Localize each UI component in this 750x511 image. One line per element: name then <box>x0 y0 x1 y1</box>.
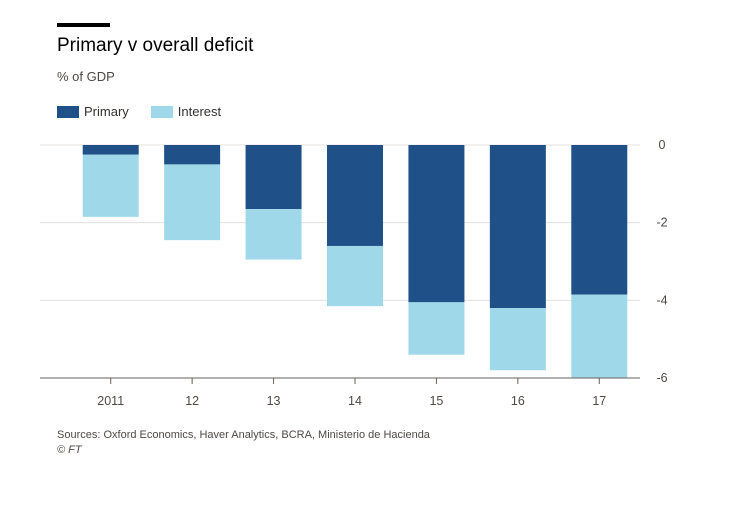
legend-label-primary: Primary <box>84 104 129 119</box>
source-note: Sources: Oxford Economics, Haver Analyti… <box>57 429 430 441</box>
y-tick-label: -4 <box>656 293 667 307</box>
y-tick-label: 0 <box>659 138 666 152</box>
legend-item-primary: Primary <box>57 104 129 119</box>
x-tick-label: 15 <box>429 394 443 408</box>
bar-interest <box>164 164 221 241</box>
bar-interest <box>489 308 546 371</box>
chart-subtitle: % of GDP <box>57 69 115 84</box>
legend-label-interest: Interest <box>177 104 222 119</box>
bar-primary <box>82 145 139 155</box>
bar-primary <box>245 145 302 210</box>
bar-primary <box>571 145 628 295</box>
x-tick-label: 14 <box>348 394 362 408</box>
bar-primary <box>489 145 546 309</box>
legend-item-interest: Interest <box>150 104 222 119</box>
bar-interest <box>571 294 628 378</box>
title-rule <box>57 23 110 27</box>
legend: Primary Interest <box>57 104 243 119</box>
bar-primary <box>164 145 221 165</box>
bar-primary <box>327 145 383 246</box>
x-tick-label: 13 <box>267 394 281 408</box>
y-tick-label: -2 <box>656 216 667 230</box>
bar-interest <box>408 302 465 355</box>
bar-interest <box>82 154 139 217</box>
bar-interest <box>245 209 302 260</box>
bar-interest <box>327 245 383 307</box>
credit-note: © FT <box>57 444 82 456</box>
x-tick-label: 2011 <box>97 394 124 408</box>
x-tick-label: 17 <box>592 394 606 408</box>
x-tick-label: 12 <box>185 394 199 408</box>
chart-title: Primary v overall deficit <box>57 35 254 56</box>
bar-primary <box>408 145 465 303</box>
y-tick-label: -6 <box>656 371 667 385</box>
legend-swatch-primary <box>57 105 79 118</box>
x-tick-label: 16 <box>511 394 525 408</box>
legend-swatch-interest <box>150 105 173 118</box>
